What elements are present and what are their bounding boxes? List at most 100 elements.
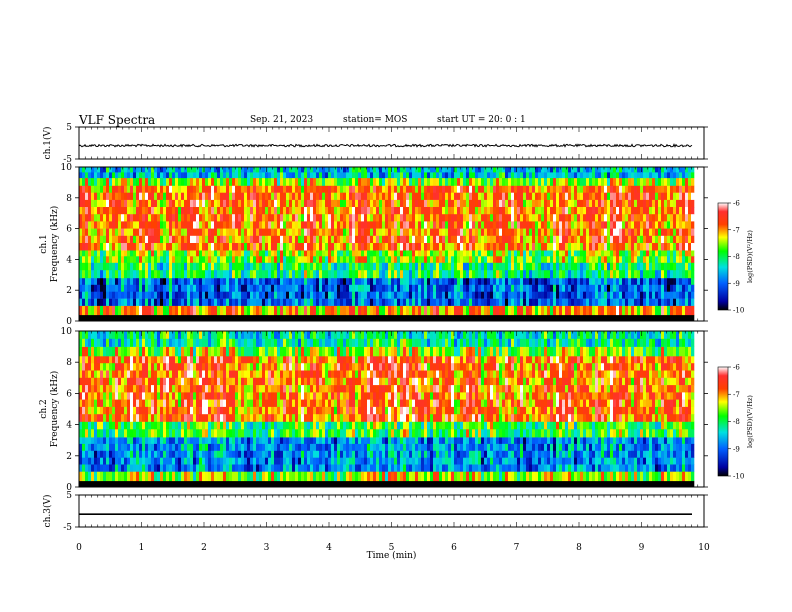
heat-cell [370,284,374,292]
heat-cell [472,207,476,215]
heat-cell [550,177,554,186]
heat-cell [160,270,164,279]
heat-cell [679,235,683,244]
heat-cell [343,284,347,292]
heat-cell [460,214,464,222]
heat-cell [175,207,179,215]
heat-cell [208,192,212,201]
heat-cell [322,270,326,279]
heat-cell [265,256,269,263]
heat-cell [430,221,434,229]
heat-cell [283,214,287,222]
heat-cell [241,177,245,186]
heat-cell [349,172,353,179]
heat-cell [94,291,98,299]
heat-cell [520,243,524,251]
heat-cell [403,284,407,292]
heat-cell [676,172,680,179]
heat-cell [424,243,428,251]
heat-cell [448,172,452,179]
heat-cell [340,192,344,201]
heat-cell [310,243,314,251]
heat-cell [481,228,485,237]
heat-cell [586,177,590,186]
heat-cell [391,214,395,222]
heat-cell [586,284,590,292]
heat-cell [484,305,488,316]
heat-cell [535,262,539,271]
heat-cell [517,270,521,279]
heat-cell [166,250,170,257]
heat-cell [103,214,107,222]
heat-cell [118,199,122,208]
heat-cell [262,235,266,244]
heat-cell [94,167,98,173]
heat-cell [262,207,266,215]
heat-cell [217,298,221,306]
heat-cell [685,243,689,251]
heat-cell [127,277,131,286]
heat-cell [577,305,581,316]
heat-cell [364,207,368,215]
heat-cell [607,284,611,292]
heat-cell [289,262,293,271]
heat-cell [478,314,482,322]
heat-cell [334,199,338,208]
heat-cell [661,314,665,322]
heat-cell [316,243,320,251]
heat-cell [673,167,677,173]
heat-cell [208,243,212,251]
heat-cell [652,214,656,222]
heat-cell [454,277,458,286]
heat-cell [544,284,548,292]
heat-cell [601,207,605,215]
heat-cell [472,305,476,316]
heat-cell [331,228,335,237]
heat-cell [475,167,479,173]
heat-cell [202,221,206,229]
heat-cell [541,177,545,186]
heat-cell [607,250,611,257]
heat-cell [538,291,542,299]
heat-cell [598,243,602,251]
heat-cell [457,192,461,201]
heat-cell [364,192,368,201]
heat-cell [493,298,497,306]
heat-cell [112,277,116,286]
heat-cell [457,262,461,271]
heat-cell [145,291,149,299]
heat-cell [343,291,347,299]
heat-cell [112,199,116,208]
heat-cell [79,399,83,408]
heat-cell [454,314,458,322]
heat-cell [292,228,296,237]
heat-cell [205,277,209,286]
heat-cell [205,167,209,173]
heat-cell [619,185,623,193]
heat-cell [136,228,140,237]
heat-cell [511,228,515,237]
heat-cell [547,314,551,322]
heat-cell [136,250,140,257]
heat-cell [361,277,365,286]
heat-cell [610,262,614,271]
heat-cell [526,305,530,316]
heat-cell [505,243,509,251]
heat-cell [691,305,695,316]
heat-cell [448,192,452,201]
heat-cell [304,298,308,306]
heat-cell [361,270,365,279]
heat-cell [319,172,323,179]
heat-cell [289,167,293,173]
heat-cell [592,262,596,271]
heat-cell [346,185,350,193]
heat-cell [226,277,230,286]
heat-cell [148,199,152,208]
heat-cell [499,314,503,322]
heat-cell [670,277,674,286]
heat-cell [595,250,599,257]
heat-cell [79,392,83,400]
heat-cell [403,250,407,257]
heat-cell [682,228,686,237]
heat-cell [484,250,488,257]
